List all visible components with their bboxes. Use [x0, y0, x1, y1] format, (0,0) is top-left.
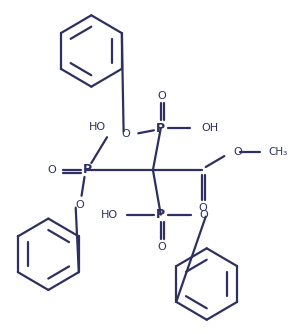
- Text: OH: OH: [202, 123, 219, 133]
- Text: P: P: [156, 122, 165, 135]
- Text: O: O: [199, 210, 208, 219]
- Text: O: O: [233, 147, 242, 157]
- Text: O: O: [157, 242, 166, 252]
- Text: O: O: [157, 91, 166, 101]
- Text: HO: HO: [89, 122, 106, 132]
- Text: CH₃: CH₃: [268, 147, 287, 157]
- Text: HO: HO: [100, 210, 118, 219]
- Text: O: O: [122, 129, 130, 139]
- Text: P: P: [83, 163, 92, 176]
- Text: O: O: [198, 203, 207, 213]
- Text: P: P: [156, 208, 165, 221]
- Text: O: O: [75, 200, 84, 210]
- Text: O: O: [47, 165, 56, 175]
